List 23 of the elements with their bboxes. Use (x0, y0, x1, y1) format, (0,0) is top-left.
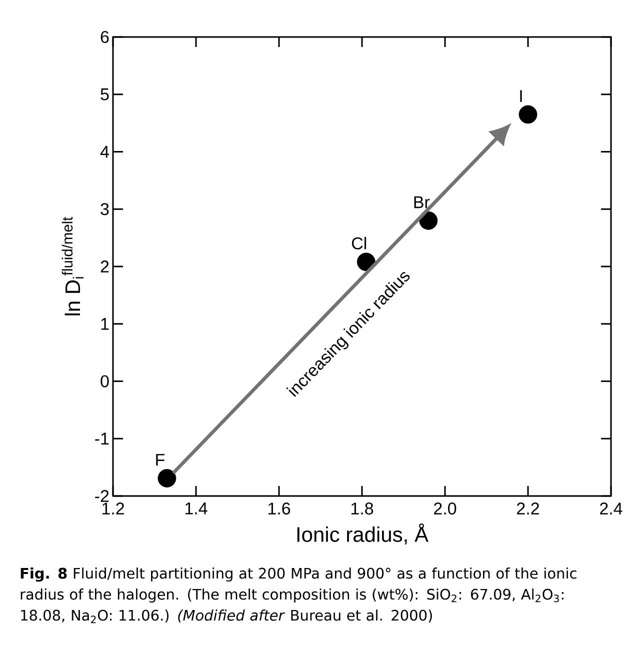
x-tick-label: 1.4 (185, 502, 208, 514)
series-label: I (520, 90, 522, 102)
y-tick-label: -1 (95, 432, 109, 444)
x-axis-title: Ionic radius, Å (297, 523, 428, 544)
series-label: Br (414, 196, 430, 208)
x-tick-label: 1.8 (351, 502, 374, 515)
series-label: F (156, 454, 164, 466)
text: Fig. 8 Fluid/melt partitioning at 200 MPa and 900° as a function of the ionic radius of the halogen. (The melt composition is (wt%): SiO$_{2}$: 67.09, Al$_{2}$O$_{3}$: 18.08, Na$_{2}$O: 11.06.) (Modified after Bureau et al. 2000) (20, 568, 576, 624)
y-tick-label: 6 (100, 30, 109, 44)
y-tick-label: 5 (100, 88, 109, 100)
y-tick-label: -2 (95, 490, 109, 502)
x-tick-label: 2.4 (600, 502, 622, 514)
y-tick-label: 2 (100, 260, 109, 272)
x-tick-label: 1.2 (102, 502, 124, 514)
x-tick-label: 2.2 (517, 502, 539, 514)
y-tick-label: 1 (101, 318, 109, 330)
x-tick-label: 2.0 (434, 502, 456, 515)
y-tick-label: 0 (100, 375, 109, 388)
y-axis-title: ln D$_{i}$fluid/melt (62, 216, 84, 316)
y-tick-label: 4 (100, 146, 109, 158)
series-label: Cl (352, 236, 366, 250)
x-tick-label: 1.6 (268, 502, 290, 515)
y-tick-label: 3 (100, 203, 109, 216)
